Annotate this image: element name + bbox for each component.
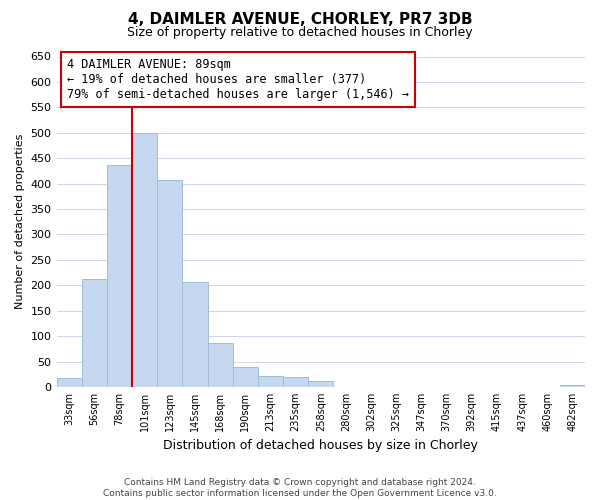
X-axis label: Distribution of detached houses by size in Chorley: Distribution of detached houses by size …	[163, 440, 478, 452]
Bar	[182, 282, 208, 387]
Bar	[258, 376, 283, 387]
Bar	[107, 165, 132, 387]
Bar	[132, 133, 157, 387]
Bar	[157, 180, 182, 387]
Y-axis label: Number of detached properties: Number of detached properties	[15, 134, 25, 310]
Text: 4 DAIMLER AVENUE: 89sqm
← 19% of detached houses are smaller (377)
79% of semi-d: 4 DAIMLER AVENUE: 89sqm ← 19% of detache…	[67, 58, 409, 101]
Bar	[82, 278, 107, 387]
Bar	[56, 378, 82, 387]
Bar	[233, 366, 258, 387]
Bar	[283, 378, 308, 387]
Bar	[208, 342, 233, 387]
Text: Size of property relative to detached houses in Chorley: Size of property relative to detached ho…	[127, 26, 473, 39]
Text: 4, DAIMLER AVENUE, CHORLEY, PR7 3DB: 4, DAIMLER AVENUE, CHORLEY, PR7 3DB	[128, 12, 472, 28]
Text: Contains HM Land Registry data © Crown copyright and database right 2024.
Contai: Contains HM Land Registry data © Crown c…	[103, 478, 497, 498]
Bar	[560, 385, 585, 387]
Bar	[308, 381, 334, 387]
